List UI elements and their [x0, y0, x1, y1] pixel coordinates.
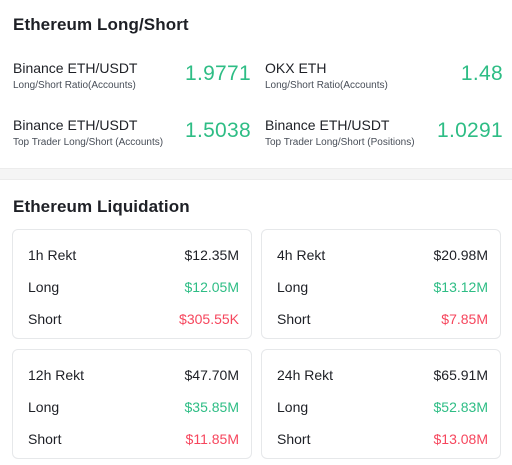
ratio-binance-accounts: Binance ETH/USDT Long/Short Ratio(Accoun…	[13, 60, 251, 100]
short-value: $13.08M	[433, 431, 488, 447]
long-value: $13.12M	[433, 279, 488, 295]
ratio-pair-name: Binance ETH/USDT	[13, 60, 138, 76]
long-label: Long	[277, 279, 309, 295]
long-row: Long $12.05M	[28, 279, 239, 297]
ratio-pair-name: Binance ETH/USDT	[13, 117, 138, 133]
rekt-period-label: 24h Rekt	[277, 367, 334, 383]
rekt-total-row: 4h Rekt $20.98M	[277, 247, 488, 265]
rekt-total-value: $47.70M	[184, 367, 239, 383]
short-value: $11.85M	[185, 431, 239, 447]
short-row: Short $305.55K	[28, 311, 239, 329]
long-row: Long $35.85M	[28, 399, 239, 417]
rekt-period-label: 1h Rekt	[28, 247, 77, 263]
rekt-total-value: $20.98M	[433, 247, 488, 263]
short-label: Short	[28, 311, 62, 327]
long-row: Long $52.83M	[277, 399, 488, 417]
long-row: Long $13.12M	[277, 279, 488, 297]
liquidation-card-1h: 1h Rekt $12.35M Long $12.05M Short $305.…	[12, 229, 252, 339]
ratio-pair-name: Binance ETH/USDT	[265, 117, 390, 133]
long-value: $12.05M	[184, 279, 239, 295]
ratio-binance-top-accounts: Binance ETH/USDT Top Trader Long/Short (…	[13, 117, 251, 157]
short-label: Short	[28, 431, 62, 447]
ratio-value: 1.48	[460, 62, 503, 85]
section-divider	[0, 168, 512, 180]
liquidation-card-24h: 24h Rekt $65.91M Long $52.83M Short $13.…	[261, 349, 501, 459]
rekt-total-value: $12.35M	[184, 247, 239, 263]
long-label: Long	[28, 399, 60, 415]
short-label: Short	[277, 311, 311, 327]
short-row: Short $7.85M	[277, 311, 488, 329]
ratio-okx-accounts: OKX ETH Long/Short Ratio(Accounts) 1.48	[265, 60, 503, 100]
long-label: Long	[277, 399, 309, 415]
rekt-total-row: 24h Rekt $65.91M	[277, 367, 488, 385]
ratio-description: Long/Short Ratio(Accounts)	[265, 80, 388, 91]
short-row: Short $13.08M	[277, 431, 488, 449]
long-value: $35.85M	[184, 399, 239, 415]
rekt-total-row: 12h Rekt $47.70M	[28, 367, 239, 385]
short-value: $305.55K	[179, 311, 239, 327]
long-value: $52.83M	[433, 399, 488, 415]
ratio-binance-top-positions: Binance ETH/USDT Top Trader Long/Short (…	[265, 117, 503, 157]
ratio-description: Top Trader Long/Short (Accounts)	[13, 137, 164, 148]
ratio-value: 1.9771	[184, 62, 251, 85]
liquidation-card-12h: 12h Rekt $47.70M Long $35.85M Short $11.…	[12, 349, 252, 459]
short-value: $7.85M	[441, 311, 488, 327]
rekt-period-label: 12h Rekt	[28, 367, 85, 383]
rekt-total-row: 1h Rekt $12.35M	[28, 247, 239, 265]
rekt-total-value: $65.91M	[433, 367, 488, 383]
ratio-description: Long/Short Ratio(Accounts)	[13, 80, 136, 91]
long-label: Long	[28, 279, 60, 295]
ratio-value: 1.5038	[184, 119, 251, 142]
liquidation-title: Ethereum Liquidation	[13, 197, 190, 216]
short-label: Short	[277, 431, 311, 447]
long-short-title: Ethereum Long/Short	[13, 15, 189, 34]
ratio-description: Top Trader Long/Short (Positions)	[265, 137, 415, 148]
ratio-pair-name: OKX ETH	[265, 60, 327, 76]
liquidation-card-4h: 4h Rekt $20.98M Long $13.12M Short $7.85…	[261, 229, 501, 339]
ratio-value: 1.0291	[436, 119, 503, 142]
short-row: Short $11.85M	[28, 431, 239, 449]
rekt-period-label: 4h Rekt	[277, 247, 326, 263]
